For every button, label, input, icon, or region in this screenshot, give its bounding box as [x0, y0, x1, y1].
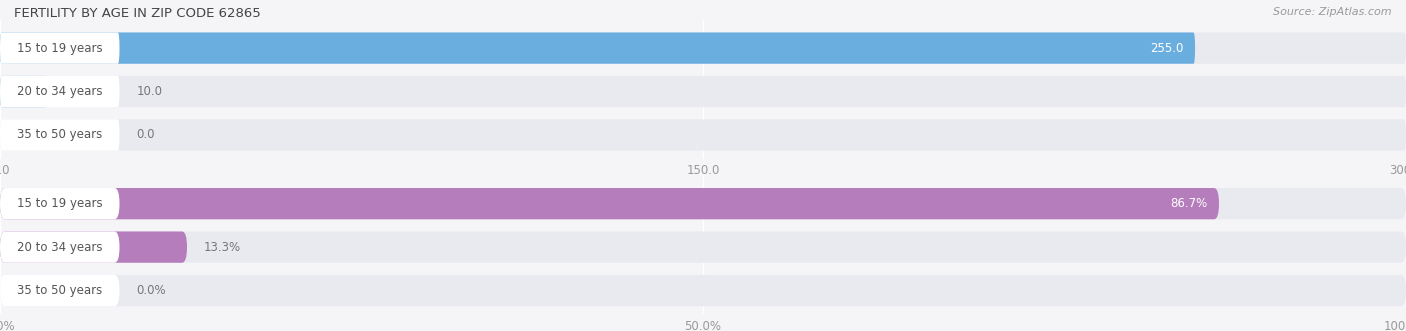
FancyBboxPatch shape	[0, 32, 1406, 64]
FancyBboxPatch shape	[0, 32, 120, 64]
Text: FERTILITY BY AGE IN ZIP CODE 62865: FERTILITY BY AGE IN ZIP CODE 62865	[14, 7, 260, 20]
FancyBboxPatch shape	[0, 231, 187, 263]
Text: 15 to 19 years: 15 to 19 years	[17, 197, 103, 210]
FancyBboxPatch shape	[0, 32, 1195, 64]
FancyBboxPatch shape	[0, 275, 1406, 306]
FancyBboxPatch shape	[0, 275, 120, 306]
FancyBboxPatch shape	[0, 188, 1406, 219]
FancyBboxPatch shape	[0, 188, 120, 219]
Text: 0.0: 0.0	[136, 128, 155, 141]
Text: 255.0: 255.0	[1150, 42, 1184, 55]
Text: 35 to 50 years: 35 to 50 years	[17, 284, 103, 297]
FancyBboxPatch shape	[0, 119, 1406, 151]
FancyBboxPatch shape	[0, 76, 120, 107]
FancyBboxPatch shape	[0, 231, 1406, 263]
Text: 15 to 19 years: 15 to 19 years	[17, 42, 103, 55]
Text: 10.0: 10.0	[136, 85, 162, 98]
FancyBboxPatch shape	[0, 76, 46, 107]
Text: 35 to 50 years: 35 to 50 years	[17, 128, 103, 141]
Text: 20 to 34 years: 20 to 34 years	[17, 85, 103, 98]
Text: 13.3%: 13.3%	[204, 241, 240, 254]
FancyBboxPatch shape	[0, 231, 120, 263]
Text: 86.7%: 86.7%	[1171, 197, 1208, 210]
FancyBboxPatch shape	[0, 76, 1406, 107]
FancyBboxPatch shape	[0, 188, 1219, 219]
Text: 20 to 34 years: 20 to 34 years	[17, 241, 103, 254]
Text: Source: ZipAtlas.com: Source: ZipAtlas.com	[1274, 7, 1392, 17]
FancyBboxPatch shape	[0, 119, 120, 151]
Text: 0.0%: 0.0%	[136, 284, 166, 297]
